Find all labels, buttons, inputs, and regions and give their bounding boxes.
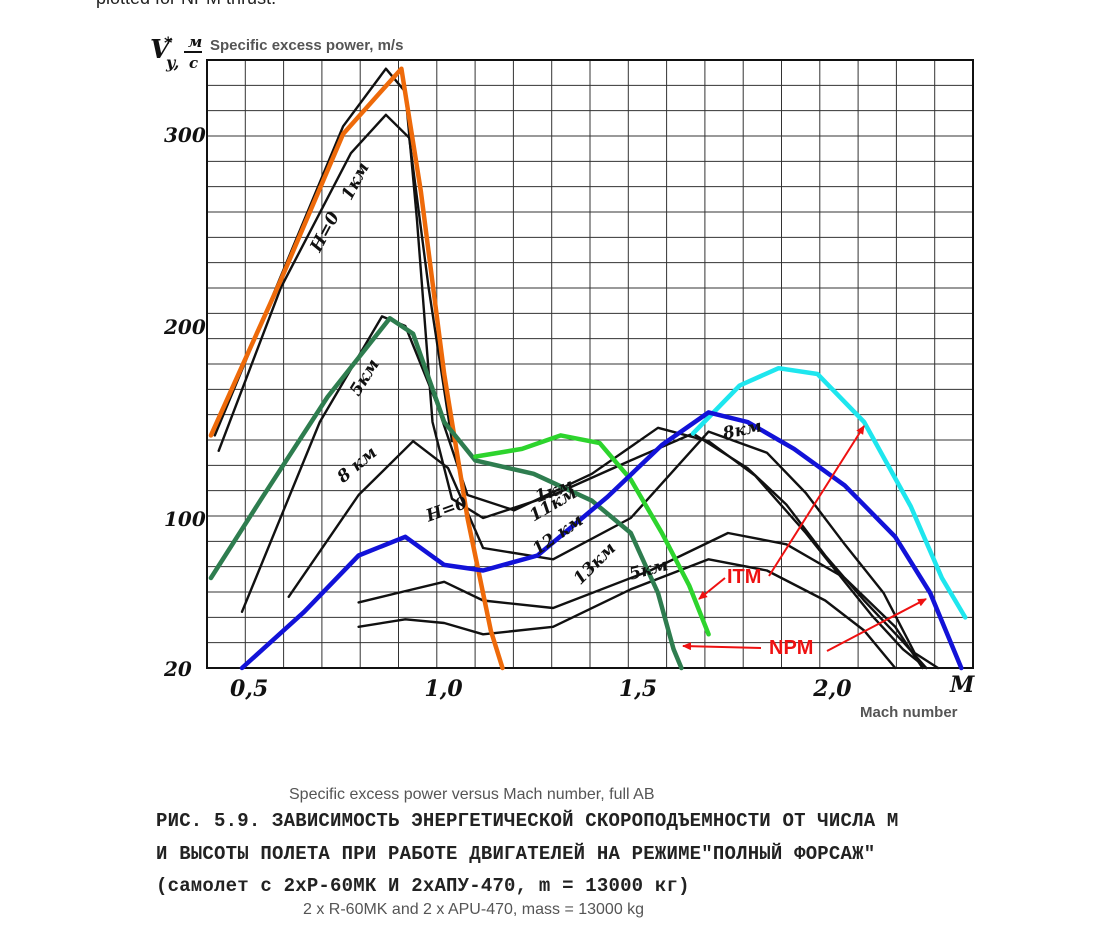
caption-en-line3: 2 x R-60MK and 2 x APU-470, mass = 13000… [303, 901, 645, 918]
caption-ru-line1: РИС. 5.9. ЗАВИСИМОСТЬ ЭНЕРГЕТИЧЕСКОЙ СКО… [156, 810, 899, 832]
series-line [239, 410, 964, 671]
y-axis-unit-num: м [188, 33, 202, 51]
series-line [240, 315, 928, 670]
annotations: ITM NPM [682, 425, 927, 659]
npm-label: NPM [769, 637, 813, 659]
x-tick-label: 1,0 [424, 676, 463, 702]
caption-ru-line3: (самолет с 2хР-60МК И 2хАПУ-470, m = 130… [156, 875, 690, 897]
y-tick-label: 200 [163, 315, 206, 339]
series-line [208, 316, 684, 671]
curve-label: H=0 [423, 493, 471, 527]
x-axis-label-en: Mach number [860, 704, 958, 721]
series-line [357, 531, 924, 670]
y-axis-unit-den: с [189, 54, 198, 72]
annotation-arrow [768, 425, 865, 577]
y-tick-label: 100 [164, 507, 206, 531]
series-line [208, 66, 505, 671]
y-tick-label: 300 [164, 123, 206, 147]
x-tick-label: 1,5 [619, 676, 657, 702]
series-line [357, 558, 897, 670]
itm-label: ITM [727, 566, 761, 588]
y-tick-label: 20 [163, 657, 192, 681]
y-axis-label-ru-sub: y, [165, 53, 179, 72]
annotation-arrow [682, 642, 762, 651]
x-axis-label-ru: M [949, 672, 975, 698]
caption-ru-line2: И ВЫСОТЫ ПОЛЕТА ПРИ РАБОТЕ ДВИГАТЕЛЕЙ НА… [156, 843, 876, 865]
series-layer [208, 66, 968, 671]
annotation-arrow [826, 598, 927, 652]
series-line [213, 67, 928, 670]
top-text-fragment: plotted for NPM thrust. [96, 0, 276, 9]
series-line [690, 365, 968, 620]
tick-labels: 0,5 1,0 1,5 2,0 20 100 200 300 [163, 123, 852, 702]
x-tick-label: 2,0 [812, 676, 852, 702]
series-line [287, 430, 940, 670]
plot-border [206, 59, 974, 669]
series-line [217, 113, 454, 452]
caption-en-title: Specific excess power versus Mach number… [289, 786, 655, 803]
x-tick-label: 0,5 [230, 676, 268, 702]
plot-frame [206, 59, 974, 669]
y-axis-label-ru-v: V [150, 35, 173, 65]
curve-label: 5км [346, 356, 384, 400]
grid [206, 59, 974, 669]
series-line [473, 433, 711, 637]
y-axis-label-ru-star: * [164, 33, 173, 52]
curve-label: 5км [627, 555, 670, 585]
annotation-arrow [698, 577, 726, 600]
curve-label: H=0 [306, 209, 344, 257]
y-axis-label-en: Specific excess power, m/s [210, 37, 403, 54]
